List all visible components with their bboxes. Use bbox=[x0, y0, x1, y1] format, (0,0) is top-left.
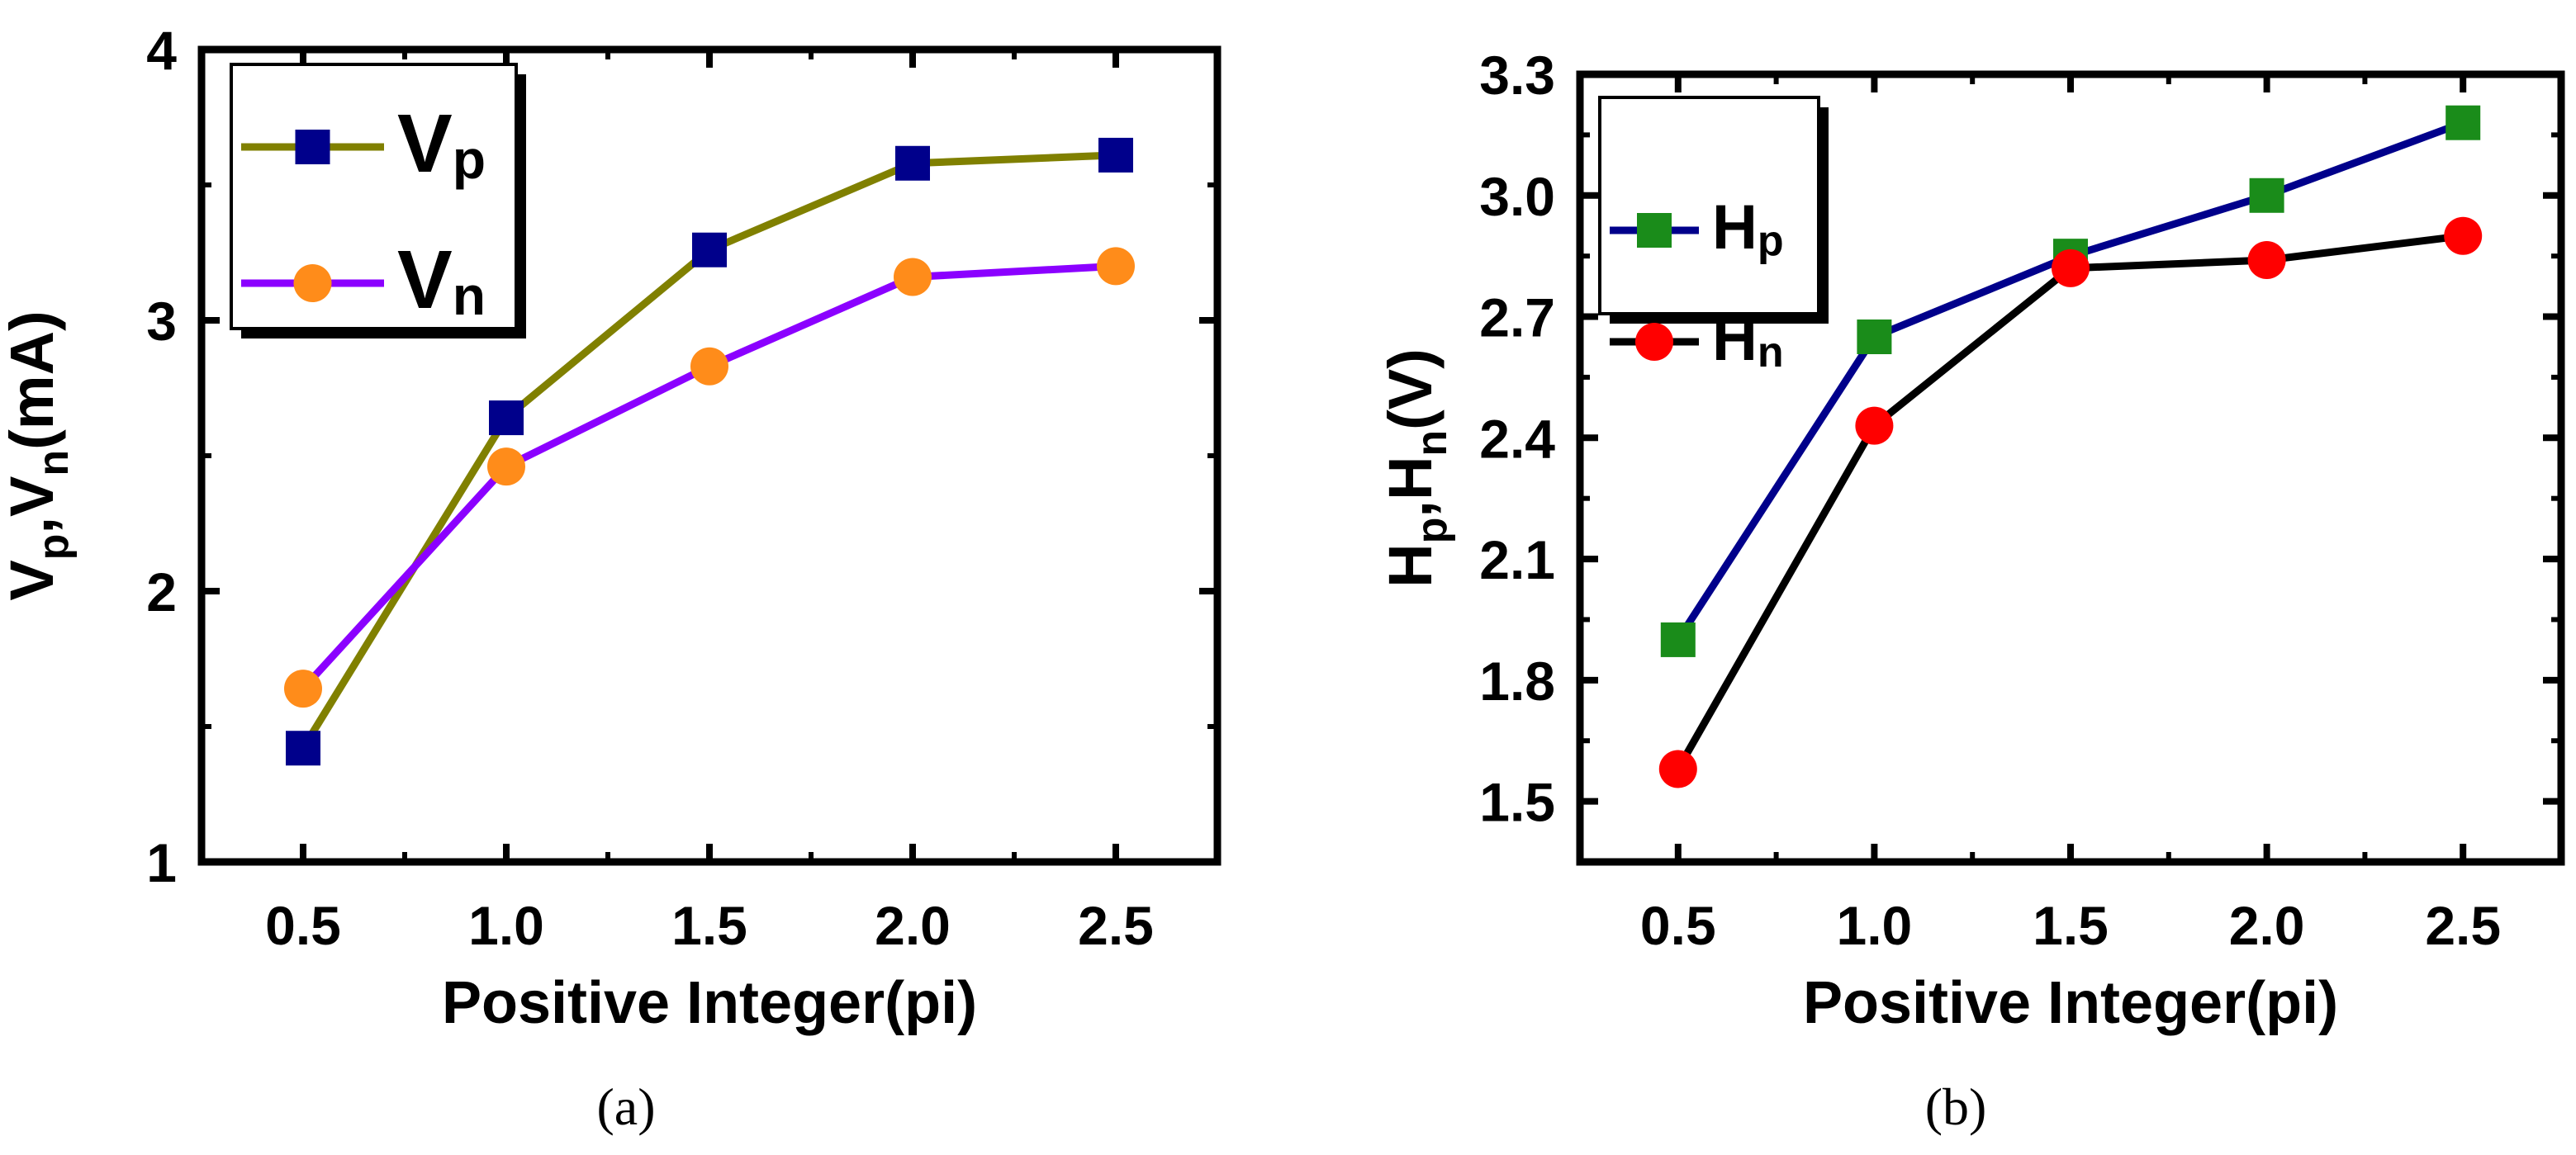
chart-a: 1 2 3 4 0.5 1.0 1.5 2.0 2.5 Positive Integer(pi) V… bbox=[0, 20, 1222, 1136]
point-Hn bbox=[2444, 216, 2483, 255]
y-tick-label: 1.5 bbox=[1479, 772, 1555, 833]
point-Vp bbox=[489, 400, 524, 436]
y-axis-label-part: n bbox=[30, 450, 78, 476]
x-tick-label: 2.0 bbox=[875, 895, 951, 956]
point-Vn bbox=[1097, 247, 1135, 286]
legend-label-sub: p bbox=[1758, 217, 1784, 265]
x-tick-label: 2.5 bbox=[1078, 895, 1154, 956]
point-Hp bbox=[1660, 622, 1696, 657]
y-axis-label-part: p bbox=[1408, 518, 1456, 544]
point-Vp bbox=[692, 232, 727, 267]
y-tick-label: 1.8 bbox=[1479, 651, 1555, 712]
point-Vp bbox=[1098, 137, 1133, 173]
y-tick-label: 3.0 bbox=[1479, 166, 1555, 227]
y-tick-label: 4 bbox=[146, 20, 177, 81]
y-tick-label: 2.4 bbox=[1479, 408, 1555, 469]
x-tick-label: 0.5 bbox=[1640, 895, 1716, 956]
legend-marker-Vp bbox=[295, 130, 330, 164]
point-Vn bbox=[894, 258, 932, 296]
point-Hn bbox=[1658, 750, 1697, 788]
legend-label-base: V bbox=[397, 234, 453, 326]
point-Hp bbox=[2446, 105, 2481, 140]
legend-marker-Vn bbox=[293, 264, 332, 302]
x-axis-label: Positive Integer(pi) bbox=[1803, 970, 2338, 1036]
chart-b: 1.5 1.8 2.1 2.4 2.7 3.0 3.3 0.5 1.0 1.5 2.0 2.5 Posi… bbox=[1376, 45, 2565, 1136]
legend-label-sub: n bbox=[453, 265, 486, 326]
legend-box bbox=[1598, 96, 1820, 315]
legend-label-base: H bbox=[1712, 192, 1758, 263]
y-axis-label-part: V bbox=[0, 560, 66, 600]
legend-label-base: H bbox=[1712, 304, 1758, 374]
x-tick-label: 2.0 bbox=[2229, 895, 2305, 956]
y-axis-label-part: (mA) bbox=[0, 310, 66, 450]
y-tick-label: 2.7 bbox=[1479, 287, 1555, 348]
legend-label-Hn: Hn bbox=[1712, 304, 1784, 376]
point-Vn bbox=[284, 670, 322, 708]
point-Vp bbox=[895, 145, 930, 181]
point-Hn bbox=[2052, 249, 2090, 287]
legend-label-Hp: Hp bbox=[1712, 192, 1784, 265]
point-Hn bbox=[2247, 241, 2286, 280]
y-axis-label-part: (V) bbox=[1376, 348, 1445, 430]
figure-caption: (a) bbox=[596, 1077, 655, 1136]
legend-marker-Hn bbox=[1635, 323, 1673, 361]
point-Vp bbox=[286, 731, 320, 766]
x-tick-label: 1.5 bbox=[2033, 895, 2109, 956]
x-tick-label: 1.5 bbox=[671, 895, 747, 956]
point-Vn bbox=[690, 347, 728, 386]
y-axis-label-part: H bbox=[1376, 543, 1445, 587]
point-Hp bbox=[2249, 178, 2284, 213]
x-tick-label: 2.5 bbox=[2425, 895, 2501, 956]
y-axis-label-part: p bbox=[30, 534, 78, 561]
y-tick-label: 2 bbox=[146, 561, 177, 622]
y-axis-label: Vp,Vn(mA) bbox=[0, 310, 78, 600]
legend-label-Vp: Vp bbox=[397, 97, 486, 190]
y-tick-label: 3.3 bbox=[1479, 45, 1555, 106]
legend-label-sub: n bbox=[1758, 329, 1784, 376]
legend-label-sub: p bbox=[453, 129, 486, 190]
legend-label-base: V bbox=[397, 97, 453, 190]
x-tick-label: 1.0 bbox=[468, 895, 544, 956]
y-axis-label: Hp,Hn(V) bbox=[1376, 348, 1456, 588]
y-tick-label: 3 bbox=[146, 291, 177, 352]
x-axis-label: Positive Integer(pi) bbox=[442, 970, 977, 1036]
y-axis-label-part: ,H bbox=[1376, 457, 1445, 518]
y-tick-label: 2.1 bbox=[1479, 529, 1555, 590]
figure-caption: (b) bbox=[1925, 1077, 1987, 1136]
point-Vn bbox=[487, 447, 525, 486]
y-tick-label: 1 bbox=[146, 832, 177, 893]
y-axis-label-part: ,V bbox=[0, 476, 66, 534]
legend-marker-Hp bbox=[1637, 213, 1672, 248]
x-tick-label: 1.0 bbox=[1837, 895, 1913, 956]
y-axis-label-part: n bbox=[1408, 430, 1456, 457]
x-tick-label: 0.5 bbox=[265, 895, 341, 956]
legend-label-Vn: Vn bbox=[397, 234, 486, 326]
point-Hn bbox=[1855, 406, 1894, 445]
point-Hp bbox=[1857, 320, 1892, 354]
